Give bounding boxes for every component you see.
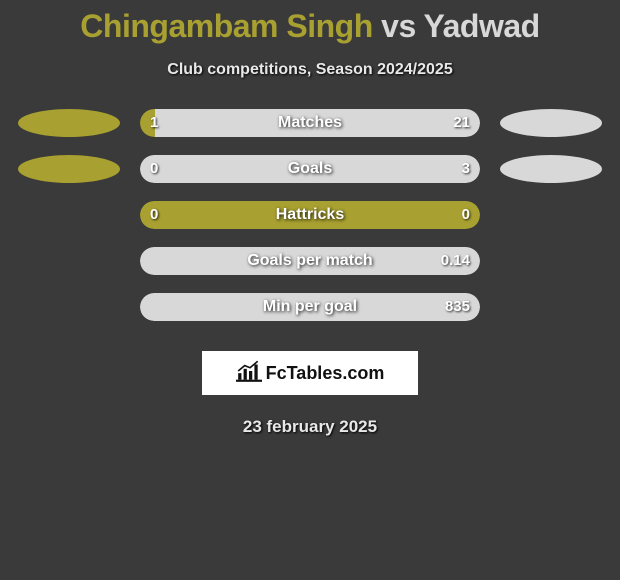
stat-value-right: 21 (453, 109, 470, 137)
player2-ellipse (500, 109, 602, 137)
subtitle: Club competitions, Season 2024/2025 (0, 61, 620, 79)
logo-box: FcTables.com (202, 351, 418, 395)
stat-value-left: 0 (150, 155, 158, 183)
stat-bar: 835Min per goal (140, 293, 480, 321)
stat-bar: 00Hattricks (140, 201, 480, 229)
stat-bar: 0.14Goals per match (140, 247, 480, 275)
player2-ellipse (500, 155, 602, 183)
stat-value-right: 0.14 (441, 247, 470, 275)
logo-text: FcTables.com (266, 363, 385, 384)
stat-bar: 121Matches (140, 109, 480, 137)
stat-row: 00Hattricks (10, 201, 610, 229)
date-text: 23 february 2025 (0, 417, 620, 437)
stat-row: 835Min per goal (10, 293, 610, 321)
chart-icon (236, 360, 262, 387)
stat-row: 03Goals (10, 155, 610, 183)
player1-ellipse (18, 109, 120, 137)
comparison-title: Chingambam Singh vs Yadwad (0, 0, 620, 45)
stat-value-right: 3 (462, 155, 470, 183)
player2-name: Yadwad (424, 8, 540, 44)
stat-row: 121Matches (10, 109, 610, 137)
stat-row: 0.14Goals per match (10, 247, 610, 275)
stat-value-right: 835 (445, 293, 470, 321)
vs-text: vs (381, 8, 416, 44)
stat-value-right: 0 (462, 201, 470, 229)
player1-ellipse (18, 155, 120, 183)
stat-bar: 03Goals (140, 155, 480, 183)
stats-container: 121Matches03Goals00Hattricks0.14Goals pe… (0, 109, 620, 321)
stat-value-left: 0 (150, 201, 158, 229)
stat-value-left: 1 (150, 109, 158, 137)
player1-name: Chingambam Singh (80, 8, 372, 44)
